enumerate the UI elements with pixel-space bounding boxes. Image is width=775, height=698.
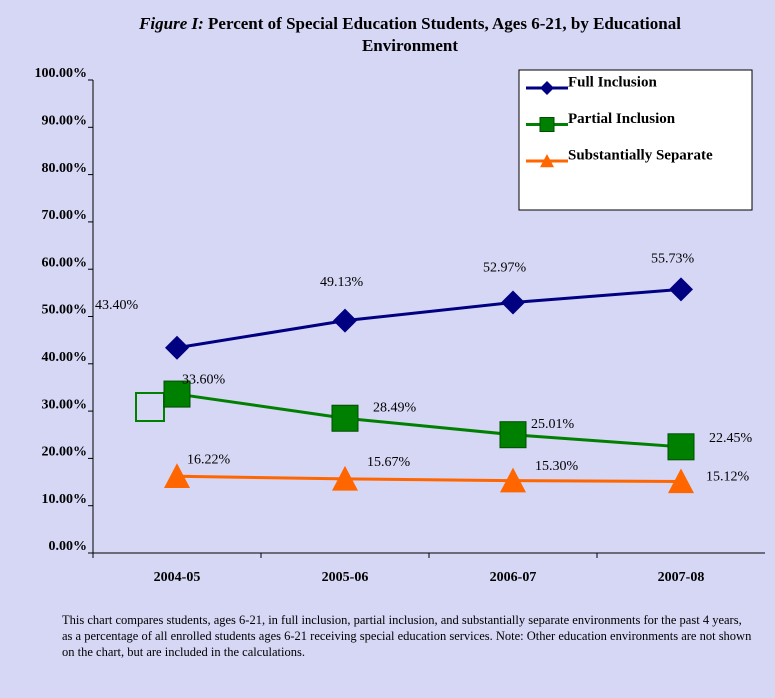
series-line [176, 392, 682, 449]
legend-box [518, 69, 753, 211]
y-tick-label: 20.00% [42, 445, 88, 460]
x-tick-label: 2004-05 [154, 570, 201, 585]
x-tick-label: 2007-08 [658, 570, 705, 585]
data-label: 15.67% [367, 455, 411, 470]
data-label: 43.40% [95, 298, 139, 313]
x-tick-label: 2005-06 [322, 570, 369, 585]
title-line-1: Percent of Special Education Students, A… [208, 14, 681, 33]
y-tick-label: 50.00% [42, 303, 88, 318]
legend-artifact [135, 392, 165, 422]
chart-title: Figure I: Percent of Special Education S… [138, 14, 681, 33]
square-marker [499, 421, 527, 449]
y-tick-label: 0.00% [49, 539, 88, 554]
triangle-marker [500, 467, 526, 493]
diamond-marker [501, 290, 525, 315]
legend-label: Substantially Separate [568, 147, 713, 163]
square-marker [331, 404, 359, 432]
y-tick-label: 70.00% [42, 208, 88, 223]
y-tick-label: 80.00% [42, 161, 88, 176]
triangle-marker [164, 463, 190, 488]
chart: Figure I: Percent of Special Education S… [35, 14, 765, 585]
title-line-2: Environment [362, 36, 458, 55]
y-tick-label: 40.00% [42, 350, 88, 365]
data-label: 33.60% [182, 372, 226, 387]
series-line [176, 287, 682, 350]
diamond-marker [669, 277, 693, 302]
y-tick-label: 100.00% [35, 66, 88, 81]
data-label: 25.01% [531, 417, 575, 432]
square-marker [539, 117, 555, 132]
diamond-marker [165, 335, 189, 360]
square-marker [667, 433, 695, 461]
data-label: 52.97% [483, 261, 527, 276]
data-label: 49.13% [320, 275, 364, 290]
y-tick-label: 60.00% [42, 255, 88, 270]
data-label: 55.73% [651, 252, 695, 267]
legend-label: Partial Inclusion [568, 111, 676, 127]
title-prefix: Figure I: [138, 14, 204, 33]
y-tick-label: 90.00% [42, 114, 88, 129]
diamond-marker [333, 308, 357, 333]
data-label: 15.30% [535, 459, 579, 474]
series-line [176, 474, 682, 483]
legend-label: Full Inclusion [568, 74, 657, 90]
footnote: This chart compares students, ages 6-21,… [62, 613, 752, 659]
data-label: 28.49% [373, 400, 417, 415]
data-label: 22.45% [709, 431, 753, 446]
y-tick-label: 30.00% [42, 397, 88, 412]
data-label: 16.22% [187, 452, 231, 467]
square-marker [163, 380, 191, 408]
triangle-marker [540, 154, 554, 168]
triangle-marker [668, 468, 694, 494]
data-label: 15.12% [706, 470, 750, 485]
y-tick-label: 10.00% [42, 492, 88, 507]
x-tick-label: 2006-07 [490, 570, 537, 585]
diamond-marker [540, 81, 554, 95]
triangle-marker [332, 465, 358, 491]
